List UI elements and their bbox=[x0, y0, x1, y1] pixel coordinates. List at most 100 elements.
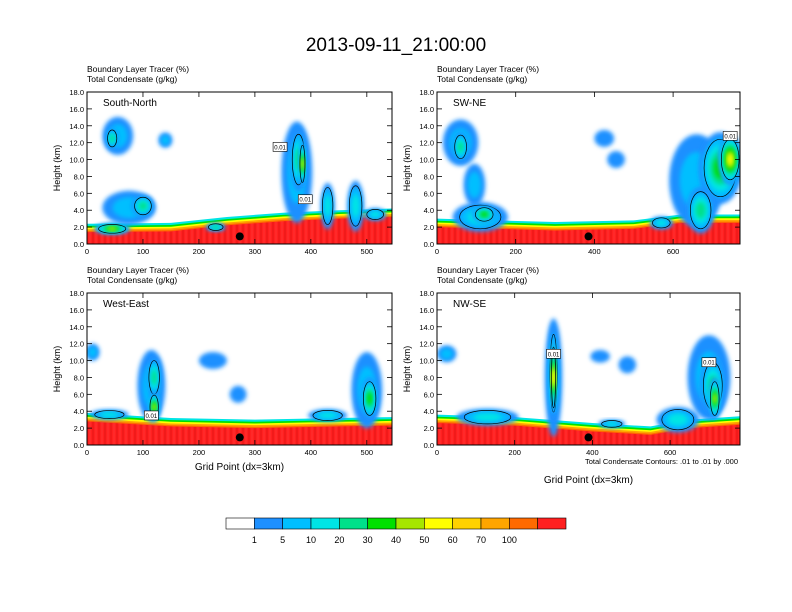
condensate-contour bbox=[134, 196, 152, 216]
x-tick-label: 0 bbox=[85, 448, 89, 457]
tracer-cell bbox=[473, 413, 502, 421]
x-tick-label: 200 bbox=[508, 448, 521, 457]
x-tick-label: 0 bbox=[435, 448, 439, 457]
y-axis-label: Height (km) bbox=[402, 145, 412, 192]
y-tick-label: 0.0 bbox=[424, 441, 434, 450]
location-marker bbox=[584, 232, 593, 241]
y-tick-label: 14.0 bbox=[69, 122, 84, 131]
y-tick-label: 2.0 bbox=[424, 424, 434, 433]
x-tick-label: 300 bbox=[249, 448, 262, 457]
colorbar-label: 70 bbox=[476, 535, 486, 545]
y-tick-label: 8.0 bbox=[424, 373, 434, 382]
plot-area: 0.01 0.01 bbox=[87, 92, 392, 244]
y-tick-label: 10.0 bbox=[69, 156, 84, 165]
colorbar-swatch bbox=[395, 517, 425, 530]
condensate-contour bbox=[661, 409, 695, 431]
colorbar-swatch bbox=[480, 517, 510, 530]
x-axis-label: Grid Point (dx=3km) bbox=[544, 475, 633, 486]
tracer-cell bbox=[139, 202, 147, 210]
colorbar-label: 10 bbox=[306, 535, 316, 545]
condensate-contour bbox=[601, 420, 623, 428]
y-tick-label: 6.0 bbox=[424, 189, 434, 198]
plot-area: 0.01 0.01 bbox=[437, 293, 740, 445]
condensate-contour bbox=[322, 187, 334, 225]
x-tick-label: 200 bbox=[193, 247, 206, 256]
tracer-cell bbox=[370, 211, 381, 218]
y-tick-label: 18.0 bbox=[69, 88, 84, 97]
contour-label: 0.01 bbox=[724, 134, 736, 140]
colorbar-label: 40 bbox=[391, 535, 401, 545]
panel-title: SW-NE bbox=[453, 98, 486, 109]
boundary-layer-striations bbox=[87, 217, 391, 244]
colorbar-label: 5 bbox=[280, 535, 285, 545]
y-tick-label: 18.0 bbox=[69, 289, 84, 298]
y-tick-label: 4.0 bbox=[74, 206, 84, 215]
colorbar-swatch bbox=[452, 517, 482, 530]
x-tick-label: 300 bbox=[249, 247, 262, 256]
y-tick-label: 8.0 bbox=[74, 172, 84, 181]
y-axis-label: Height (km) bbox=[402, 346, 412, 393]
x-tick-label: 400 bbox=[305, 247, 318, 256]
panel-2: Boundary Layer Tracer (%)Total Condensat… bbox=[402, 64, 741, 256]
colorbar-swatch bbox=[339, 517, 368, 530]
panel-header-condensate: Total Condensate (g/kg) bbox=[437, 74, 527, 84]
panel-3: Boundary Layer Tracer (%)Total Condensat… bbox=[52, 265, 393, 473]
x-axis-label: Grid Point (dx=3km) bbox=[195, 462, 284, 473]
panel-header-tracer: Boundary Layer Tracer (%) bbox=[437, 64, 539, 74]
y-tick-label: 0.0 bbox=[74, 441, 84, 450]
panel-header-tracer: Boundary Layer Tracer (%) bbox=[87, 64, 189, 74]
tracer-cell bbox=[161, 135, 170, 145]
y-tick-label: 16.0 bbox=[419, 306, 434, 315]
contour-label: 0.01 bbox=[146, 414, 158, 420]
x-tick-label: 500 bbox=[361, 247, 374, 256]
x-tick-label: 500 bbox=[361, 448, 374, 457]
contour-note: Total Condensate Contours: .01 to .01 by… bbox=[585, 457, 738, 466]
condensate-contour bbox=[107, 129, 118, 148]
y-tick-label: 0.0 bbox=[424, 240, 434, 249]
colorbar-label: 20 bbox=[334, 535, 344, 545]
y-tick-label: 18.0 bbox=[419, 289, 434, 298]
tracer-cell bbox=[229, 385, 247, 403]
condensate-contour bbox=[362, 381, 377, 416]
y-tick-label: 12.0 bbox=[69, 340, 84, 349]
location-marker bbox=[235, 433, 244, 442]
tracer-cell bbox=[318, 412, 337, 419]
panel-title: NW-SE bbox=[453, 299, 486, 310]
tracer-cell bbox=[618, 356, 637, 374]
panel-header-condensate: Total Condensate (g/kg) bbox=[87, 74, 177, 84]
panels: Boundary Layer Tracer (%)Total Condensat… bbox=[52, 64, 741, 486]
contour-label-box bbox=[297, 194, 313, 205]
x-tick-label: 600 bbox=[664, 448, 677, 457]
tracer-cell bbox=[605, 421, 618, 426]
panel-header-tracer: Boundary Layer Tracer (%) bbox=[437, 265, 539, 275]
colorbar-label: 30 bbox=[363, 535, 373, 545]
condensate-contour bbox=[689, 191, 712, 230]
tracer-cell bbox=[151, 370, 157, 385]
contour-label-box bbox=[272, 142, 288, 152]
y-tick-label: 6.0 bbox=[74, 189, 84, 198]
plot-frame bbox=[436, 292, 741, 446]
y-tick-label: 12.0 bbox=[419, 139, 434, 148]
x-tick-label: 400 bbox=[588, 247, 601, 256]
y-tick-label: 14.0 bbox=[69, 323, 84, 332]
y-tick-label: 16.0 bbox=[419, 105, 434, 114]
condensate-contour bbox=[475, 207, 494, 222]
y-tick-label: 10.0 bbox=[69, 357, 84, 366]
colorbar-swatch bbox=[367, 517, 397, 530]
tracer-cell bbox=[668, 414, 688, 426]
colorbar-swatch bbox=[254, 517, 283, 530]
colorbar: 1 5 10 20 30 40 50 60 70 100 bbox=[225, 517, 567, 545]
colorbar-label: 50 bbox=[419, 535, 429, 545]
y-tick-label: 2.0 bbox=[74, 223, 84, 232]
condensate-contour bbox=[459, 204, 502, 230]
colorbar-label: 1 bbox=[252, 535, 257, 545]
y-tick-label: 14.0 bbox=[419, 122, 434, 131]
condensate-contour bbox=[312, 410, 343, 421]
panel-header-condensate: Total Condensate (g/kg) bbox=[437, 275, 527, 285]
tracer-cell bbox=[590, 350, 610, 363]
tracer-cell bbox=[594, 130, 615, 147]
tracer-cell bbox=[656, 220, 667, 226]
colorbar-swatch bbox=[509, 517, 538, 530]
y-tick-label: 12.0 bbox=[419, 340, 434, 349]
